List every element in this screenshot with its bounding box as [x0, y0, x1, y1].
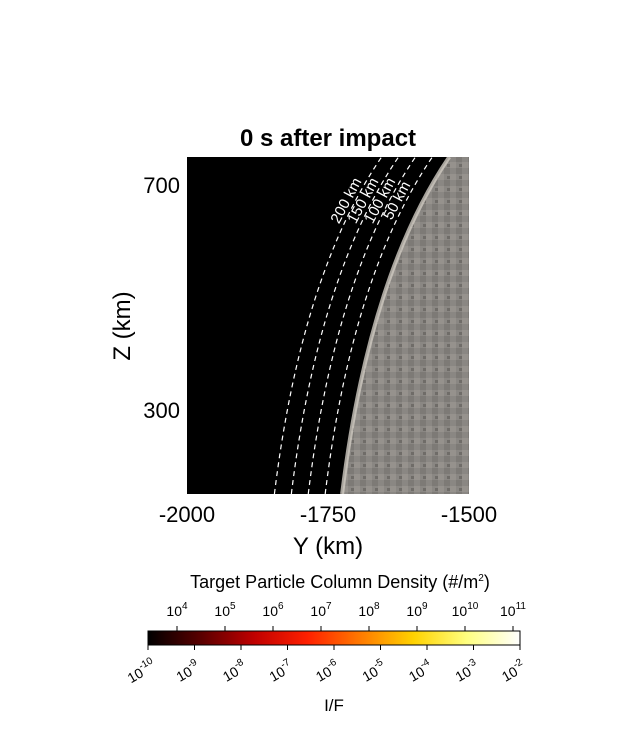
limb-highlight [340, 157, 451, 494]
colorbar [147, 630, 521, 646]
colorbar-bottom-tick: 10-2 [498, 657, 529, 685]
colorbar-bottom-tick: 10-4 [405, 657, 436, 685]
y-tick-label: 300 [143, 398, 180, 423]
contour-line [273, 157, 383, 494]
moon-surface [342, 157, 469, 494]
colorbar-top-tick: 108 [358, 601, 380, 619]
colorbar-top-tick: 109 [406, 601, 428, 619]
x-tick-label: -2000 [159, 502, 215, 527]
colorbar-title: Target Particle Column Density (#/m2) [190, 572, 490, 592]
colorbar-top-tick: 105 [214, 601, 236, 619]
colorbar-bottom-tick: 10-7 [265, 657, 296, 685]
colorbar-top-tick: 1010 [452, 601, 479, 619]
colorbar-bottom-tick: 10-8 [219, 657, 250, 685]
colorbar-bottom-tick: 10-10 [123, 655, 158, 686]
colorbar-top-tick: 1011 [500, 601, 526, 619]
colorbar-top-tick: 106 [262, 601, 284, 619]
colorbar-bottom-tick: 10-5 [358, 657, 389, 685]
colorbar-bottom-label: I/F [324, 696, 344, 715]
colorbar-bottom-tick: 10-6 [312, 657, 343, 685]
y-tick-label: 700 [143, 173, 180, 198]
y-axis-label: Z (km) [109, 291, 136, 360]
chart-title: 0 s after impact [240, 125, 416, 152]
contour-line [307, 157, 416, 494]
plot-area [187, 157, 469, 494]
colorbar-bottom-tick: 10-9 [172, 657, 203, 685]
contour-line [290, 157, 399, 494]
colorbar-top-tick: 107 [310, 601, 332, 619]
x-tick-label: -1500 [441, 502, 497, 527]
x-tick-label: -1750 [300, 502, 356, 527]
contour-line [324, 157, 433, 494]
colorbar-bottom-tick: 10-3 [451, 657, 482, 685]
colorbar-top-tick: 104 [166, 601, 188, 619]
x-axis-label: Y (km) [293, 533, 363, 560]
